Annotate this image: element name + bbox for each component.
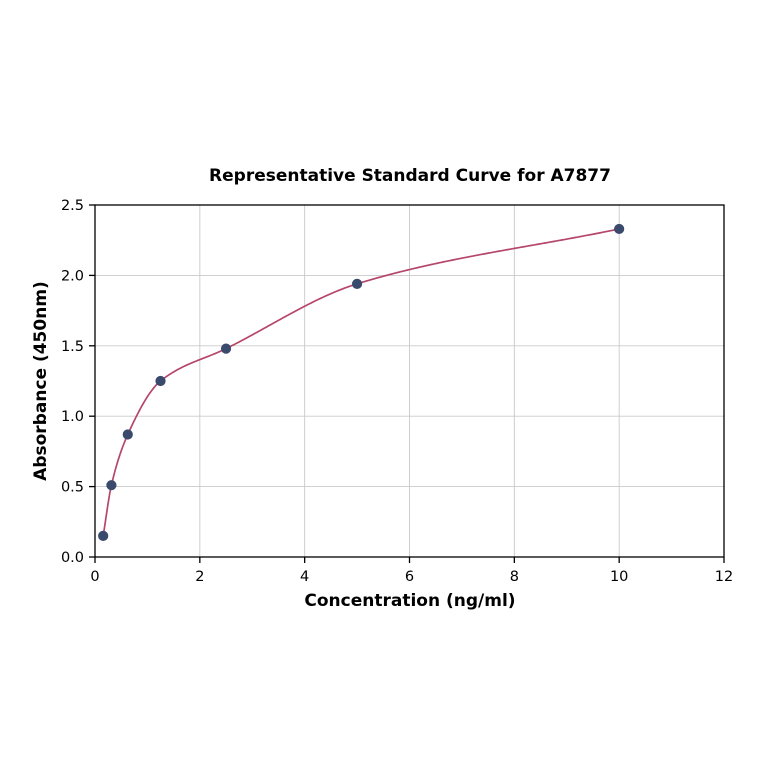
x-tick-label: 4: [300, 569, 309, 585]
data-point: [351, 278, 363, 289]
chart-title: Representative Standard Curve for A7877: [209, 166, 611, 186]
gridlines: [94, 204, 725, 558]
data-point: [98, 530, 109, 541]
data-point: [155, 375, 166, 387]
x-tick-label: 6: [405, 569, 414, 585]
y-tick-label: 1.5: [61, 339, 84, 355]
x-tick-label: 8: [510, 569, 519, 585]
tick-labels: 0 2 4 6 8 10 12 0.0 0.5 1.0 1.5 2.0 2.5: [61, 198, 733, 585]
x-tick-label: 12: [715, 569, 733, 585]
y-tick-label: 0.5: [61, 480, 84, 496]
axis-ticks: [89, 204, 725, 563]
y-axis-label: Absorbance (450nm): [31, 281, 51, 481]
y-tick-label: 0.0: [61, 550, 84, 566]
x-tick-label: 2: [195, 569, 204, 585]
y-tick-label: 1.0: [61, 409, 84, 425]
data-point: [122, 429, 133, 440]
x-axis-label: Concentration (ng/ml): [304, 591, 515, 611]
x-tick-label: 0: [90, 569, 99, 585]
data-point: [106, 480, 117, 491]
data-points: [98, 223, 625, 541]
y-tick-label: 2.5: [61, 198, 84, 214]
data-point: [614, 223, 625, 235]
y-tick-label: 2.0: [61, 268, 84, 284]
data-point: [220, 343, 232, 354]
x-tick-label: 10: [610, 569, 628, 585]
